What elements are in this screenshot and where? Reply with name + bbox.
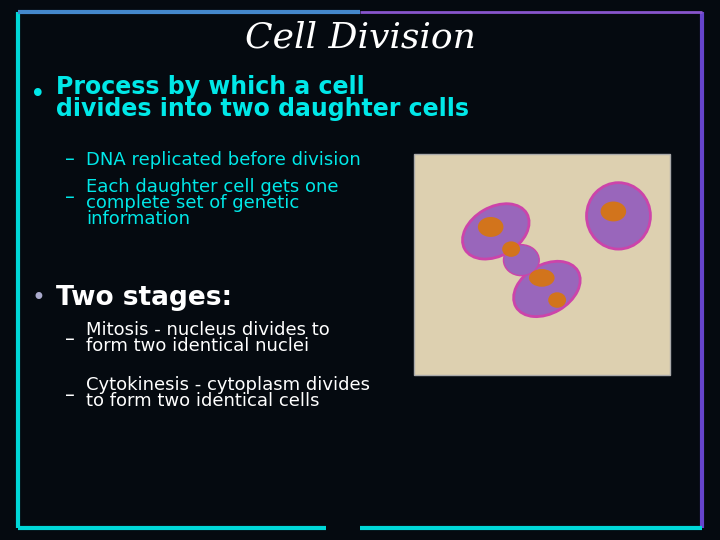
Ellipse shape: [502, 241, 520, 257]
Ellipse shape: [478, 217, 503, 237]
Text: DNA replicated before division: DNA replicated before division: [86, 151, 361, 169]
Bar: [414, 154, 670, 375]
Ellipse shape: [503, 245, 539, 275]
Text: divides into two daughter cells: divides into two daughter cells: [56, 97, 469, 121]
Text: •: •: [31, 286, 45, 310]
Text: form two identical nuclei: form two identical nuclei: [86, 337, 309, 355]
Ellipse shape: [548, 292, 566, 308]
Text: Cell Division: Cell Division: [245, 21, 475, 55]
Ellipse shape: [513, 261, 580, 316]
Text: Cytokinesis - cytoplasm divides: Cytokinesis - cytoplasm divides: [86, 376, 370, 394]
Text: –: –: [65, 151, 75, 170]
Text: information: information: [86, 210, 190, 228]
Text: complete set of genetic: complete set of genetic: [86, 194, 300, 212]
Ellipse shape: [600, 201, 626, 221]
Text: Two stages:: Two stages:: [56, 285, 232, 311]
Text: to form two identical cells: to form two identical cells: [86, 392, 320, 410]
Text: –: –: [65, 330, 75, 349]
Ellipse shape: [587, 183, 650, 249]
Text: •: •: [30, 82, 46, 108]
Text: –: –: [65, 386, 75, 404]
Text: Process by which a cell: Process by which a cell: [56, 75, 365, 99]
Ellipse shape: [529, 269, 554, 287]
Text: Mitosis - nucleus divides to: Mitosis - nucleus divides to: [86, 321, 330, 339]
Text: –: –: [65, 187, 75, 206]
Text: Each daughter cell gets one: Each daughter cell gets one: [86, 178, 338, 196]
Ellipse shape: [462, 204, 529, 259]
